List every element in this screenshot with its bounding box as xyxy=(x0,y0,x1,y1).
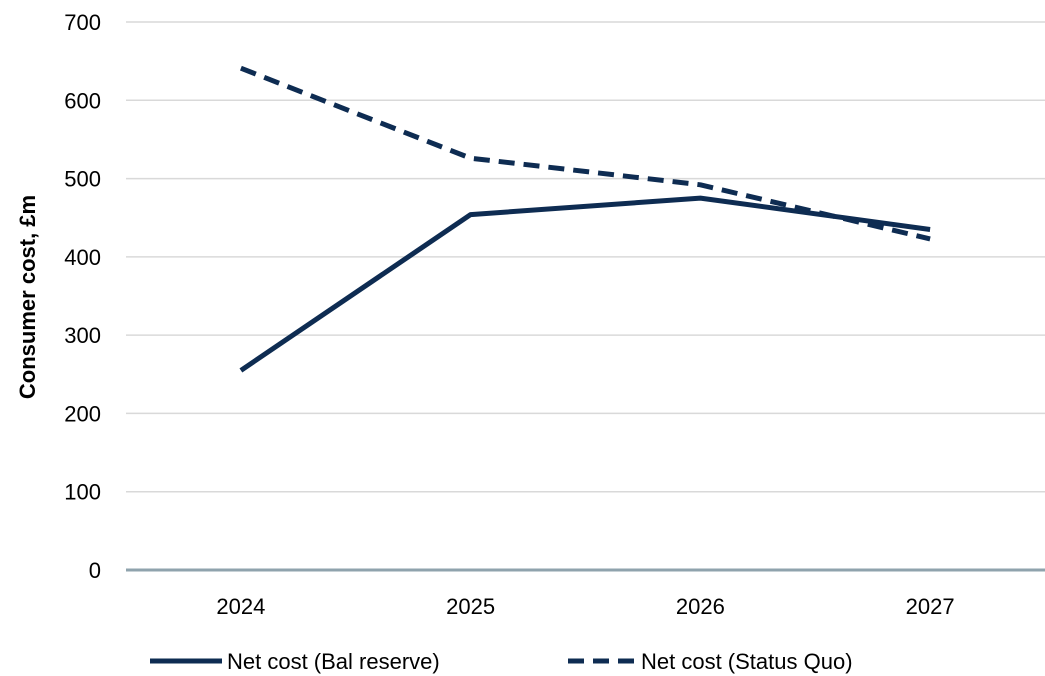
y-tick-label: 500 xyxy=(64,167,101,192)
legend-label: Net cost (Status Quo) xyxy=(641,649,853,674)
y-tick-label: 400 xyxy=(64,245,101,270)
y-tick-label: 0 xyxy=(89,558,101,583)
y-tick-label: 600 xyxy=(64,88,101,113)
legend-label: Net cost (Bal reserve) xyxy=(227,649,440,674)
x-tick-label: 2025 xyxy=(446,594,495,619)
series-line-1 xyxy=(239,195,931,373)
y-axis-label: Consumer cost, £m xyxy=(15,195,40,399)
y-axis-ticks: 0 100 200 300 400 500 600 700 xyxy=(64,10,101,583)
series-line-2 xyxy=(239,65,931,242)
y-tick-label: 700 xyxy=(64,10,101,35)
x-tick-label: 2026 xyxy=(676,594,725,619)
x-tick-label: 2024 xyxy=(216,594,265,619)
y-tick-label: 300 xyxy=(64,323,101,348)
y-tick-label: 200 xyxy=(64,401,101,426)
gridlines xyxy=(126,21,1045,493)
x-axis-ticks: 2024 2025 2026 2027 xyxy=(216,594,954,619)
legend-item: Net cost (Bal reserve) xyxy=(150,649,440,674)
legend: Net cost (Bal reserve) Net cost (Status Q… xyxy=(150,649,853,674)
series-lines xyxy=(239,65,931,373)
y-tick-label: 100 xyxy=(64,480,101,505)
legend-item: Net cost (Status Quo) xyxy=(568,649,853,674)
x-tick-label: 2027 xyxy=(906,594,955,619)
